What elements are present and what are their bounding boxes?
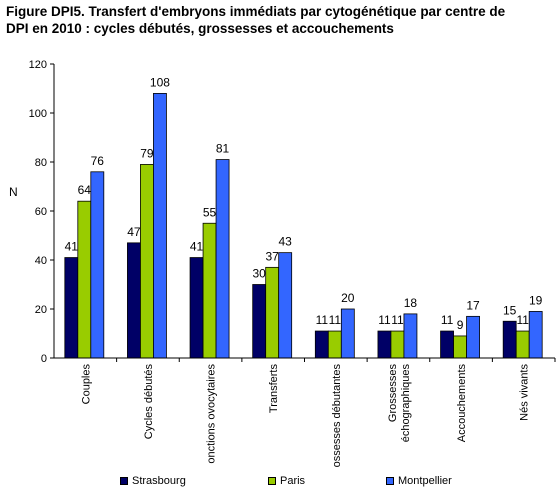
y-tick-label: 0 <box>41 353 47 365</box>
data-label: 47 <box>127 225 141 239</box>
bar-paris <box>327 330 342 359</box>
bar-montpellier <box>215 159 230 359</box>
data-label: 18 <box>404 296 418 310</box>
data-label: 11 <box>391 313 404 327</box>
bar-strasbourg <box>127 242 141 359</box>
bar-paris <box>202 222 217 359</box>
x-category-label: Cycles débutés <box>143 364 155 440</box>
data-label: 15 <box>503 303 517 317</box>
bar-paris <box>515 330 530 359</box>
bar-paris <box>140 164 154 359</box>
bar-paris <box>453 335 467 359</box>
legend-swatch <box>386 477 394 485</box>
bar-strasbourg <box>64 257 79 359</box>
bar-strasbourg <box>502 320 517 359</box>
data-label: 11 <box>316 313 329 327</box>
x-category-label: Couples <box>80 364 92 405</box>
bar-strasbourg <box>377 330 392 359</box>
legend: Strasbourg Paris Montpellier <box>0 475 557 495</box>
bar-paris <box>265 266 280 359</box>
legend-label: Strasbourg <box>132 475 186 487</box>
data-label: 30 <box>253 267 267 281</box>
bar-montpellier <box>528 311 543 359</box>
bars <box>64 93 543 359</box>
data-label: 11 <box>441 313 454 327</box>
data-label: 64 <box>78 183 92 197</box>
x-axis-labels: Couples Cycles débutés onctions ovocytaire… <box>80 358 556 468</box>
y-tick-label: 100 <box>29 108 47 120</box>
x-category-label: ossesses débutantes <box>331 364 343 468</box>
bar-strasbourg <box>252 284 267 359</box>
y-tick-label: 120 <box>29 59 47 71</box>
data-label: 11 <box>329 313 342 327</box>
bar-montpellier <box>466 315 480 359</box>
data-label: 76 <box>91 154 105 168</box>
bar-montpellier <box>90 171 105 359</box>
data-label: 55 <box>203 205 217 219</box>
x-category-label: échographiques <box>400 364 412 443</box>
data-label: 20 <box>341 291 355 305</box>
data-label: 19 <box>529 293 543 307</box>
bar-montpellier <box>278 252 293 359</box>
legend-item-paris: Paris <box>268 475 305 487</box>
x-category-label: Grossesses <box>387 364 399 423</box>
data-label: 17 <box>466 298 480 312</box>
chart-title-line-1: Figure DPI5. Transfert d'embryons immédi… <box>6 4 506 19</box>
bar-montpellier <box>403 313 418 359</box>
data-label: 11 <box>378 313 391 327</box>
chart-title: Figure DPI5. Transfert d'embryons immédi… <box>6 3 554 37</box>
x-category-label: Accouchements <box>456 364 468 443</box>
bar-paris <box>390 330 405 359</box>
legend-item-strasbourg: Strasbourg <box>120 475 186 487</box>
x-category-label: Transferts <box>268 364 280 414</box>
data-label: 43 <box>279 235 293 249</box>
data-label: 41 <box>190 240 204 254</box>
x-category-label: onctions ovocytaires <box>206 364 218 464</box>
bar-strasbourg <box>314 330 329 359</box>
data-label: 79 <box>140 146 154 160</box>
chart-title-line-2: DPI en 2010 : cycles débutés, grossesses… <box>6 21 394 36</box>
y-tick-label: 60 <box>35 206 47 218</box>
legend-label: Montpellier <box>398 475 452 487</box>
y-tick-label: 40 <box>35 255 47 267</box>
legend-label: Paris <box>280 475 306 487</box>
bar-strasbourg <box>440 330 454 359</box>
y-axis-ticks: 0 20 40 60 80 100 120 <box>29 59 54 365</box>
y-tick-label: 80 <box>35 157 47 169</box>
bar-montpellier <box>153 93 167 359</box>
y-tick-label: 20 <box>35 304 47 316</box>
x-category-label: Nés vivants <box>519 364 531 421</box>
y-axis-label: N <box>9 185 18 199</box>
legend-swatch <box>268 477 276 485</box>
legend-swatch <box>120 477 128 485</box>
legend-item-montpellier: Montpellier <box>386 475 452 487</box>
data-label: 11 <box>516 313 529 327</box>
data-label: 81 <box>216 142 230 156</box>
bar-montpellier <box>340 308 355 359</box>
bar-strasbourg <box>189 257 204 359</box>
data-label: 9 <box>457 318 464 332</box>
data-label: 108 <box>150 75 170 89</box>
data-label: 41 <box>65 240 79 254</box>
bar-paris <box>77 200 92 359</box>
bar-chart: 0 20 40 60 80 100 120 41 64 76 47 79 108 41 55 81 30 374… <box>9 59 556 468</box>
data-label: 37 <box>266 249 280 263</box>
